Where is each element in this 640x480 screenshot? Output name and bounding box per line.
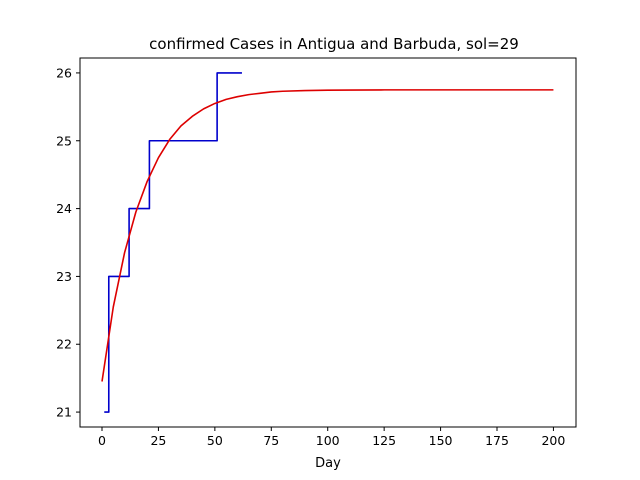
x-tick-label: 25	[150, 433, 166, 448]
x-tick-label: 50	[207, 433, 223, 448]
y-tick-label: 26	[56, 65, 72, 80]
y-tick-label: 25	[56, 133, 72, 148]
chart-title: confirmed Cases in Antigua and Barbuda, …	[149, 35, 519, 53]
ticks-layer: 0 25 50 75 100 125 150 175 200 21 22 23 24 25 26	[56, 65, 565, 448]
x-tick-label: 175	[485, 433, 509, 448]
y-tick-label: 24	[56, 201, 72, 216]
x-tick-label: 150	[429, 433, 453, 448]
x-tick-label: 100	[316, 433, 340, 448]
y-tick-label: 21	[56, 405, 72, 420]
series-line-step	[104, 72, 242, 413]
y-tick-label: 22	[56, 337, 72, 352]
x-tick-label: 125	[372, 433, 396, 448]
x-tick-label: 200	[541, 433, 565, 448]
plot-frame	[79, 57, 577, 428]
series-line-fit	[101, 89, 554, 382]
x-axis-label: Day	[315, 456, 341, 471]
series-layer	[101, 72, 554, 413]
y-tick-label: 23	[56, 269, 72, 284]
x-tick-label: 75	[263, 433, 279, 448]
x-tick-label: 0	[98, 433, 106, 448]
